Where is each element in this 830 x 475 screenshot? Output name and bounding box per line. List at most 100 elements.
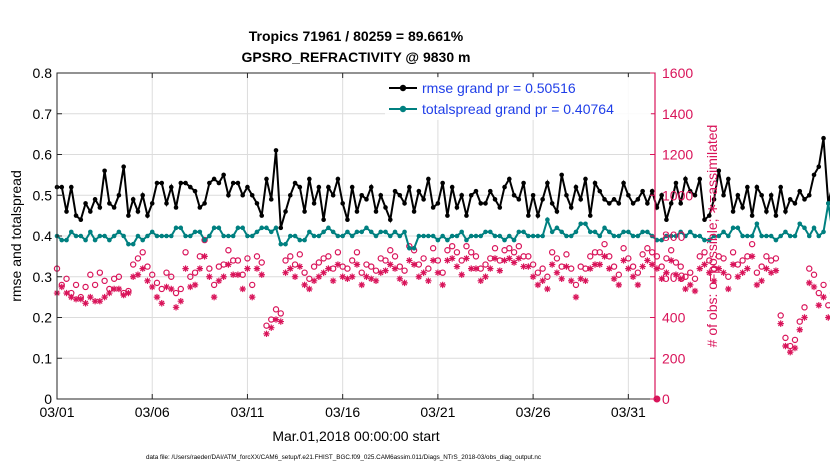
totalspread-point <box>531 234 536 239</box>
totalspread-point <box>464 238 469 243</box>
totalspread-point <box>536 234 541 239</box>
totalspread-point <box>578 221 583 226</box>
totalspread-point <box>93 238 98 243</box>
obs-assimilated-point <box>82 300 88 306</box>
totalspread-point <box>745 234 750 239</box>
rmse-point <box>188 185 193 190</box>
obs-assimilated-point <box>606 265 612 271</box>
totalspread-point <box>307 230 312 235</box>
totalspread-point <box>193 230 198 235</box>
rmse-point <box>450 185 455 190</box>
obs-assimilated-point <box>354 261 360 267</box>
rmse-point <box>559 173 564 178</box>
rmse-point <box>174 205 179 210</box>
rmse-point <box>588 213 593 218</box>
obs-assimilated-point <box>392 265 398 271</box>
rmse-point <box>769 193 774 198</box>
obs-assimilated-point <box>173 304 179 310</box>
totalspread-point <box>369 230 374 235</box>
obs-assimilated-point <box>544 286 550 292</box>
totalspread-point <box>626 230 631 235</box>
rmse-point <box>355 209 360 214</box>
obs-assimilated-point <box>382 267 388 273</box>
obs-assimilated-point <box>149 284 155 290</box>
rmse-point <box>740 205 745 210</box>
totalspread-point <box>631 234 636 239</box>
rmse-point <box>264 177 269 182</box>
rmse-point <box>117 193 122 198</box>
rmse-point <box>183 181 188 186</box>
totalspread-point <box>517 230 522 235</box>
obs-possible-point <box>811 272 816 277</box>
totalspread-point <box>169 234 174 239</box>
totalspread-point <box>350 234 355 239</box>
totalspread-point <box>426 234 431 239</box>
rmse-point <box>326 185 331 190</box>
obs-assimilated-point <box>568 278 574 284</box>
obs-assimilated-point <box>225 261 231 267</box>
obs-assimilated-point <box>178 298 184 304</box>
obs-assimilated-point <box>573 294 579 300</box>
obs-assimilated-point <box>292 274 298 280</box>
rmse-point <box>764 209 769 214</box>
rmse-point <box>407 185 412 190</box>
rmse-point <box>436 201 441 206</box>
rmse-point <box>293 181 298 186</box>
rmse-point <box>412 209 417 214</box>
obs-assimilated-point <box>597 261 603 267</box>
obs-possible-point <box>688 270 693 275</box>
obs-possible-point <box>807 266 812 271</box>
totalspread-point <box>478 234 483 239</box>
obs-assimilated-point <box>297 263 303 269</box>
totalspread-point <box>64 238 69 243</box>
totalspread-point <box>421 234 426 239</box>
rmse-point <box>145 213 150 218</box>
rmse-point <box>664 217 669 222</box>
totalspread-point <box>69 230 74 235</box>
legend-spread-marker <box>400 106 406 112</box>
obs-assimilated-point <box>482 274 488 280</box>
obs-assimilated-point <box>154 294 160 300</box>
totalspread-point <box>450 234 455 239</box>
obs-assimilated-point <box>758 278 764 284</box>
rmse-point <box>807 193 812 198</box>
totalspread-point <box>493 234 498 239</box>
rmse-point <box>402 201 407 206</box>
obs-assimilated-point <box>244 265 250 271</box>
rmse-point <box>59 185 64 190</box>
rmse-point <box>783 209 788 214</box>
x-tick-label: 03/21 <box>420 404 455 420</box>
totalspread-point <box>469 234 474 239</box>
totalspread-point <box>693 234 698 239</box>
obs-possible-point <box>721 256 726 261</box>
obs-assimilated-point <box>777 320 783 326</box>
rmse-point <box>626 193 631 198</box>
obs-assimilated-point <box>306 286 312 292</box>
rmse-point <box>421 197 426 202</box>
rmse-point <box>816 164 821 169</box>
rmse-point <box>178 181 183 186</box>
obs-assimilated-point <box>473 265 479 271</box>
totalspread-point <box>697 234 702 239</box>
obs-assimilated-point <box>159 300 165 306</box>
obs-assimilated-point <box>801 314 807 320</box>
totalspread-point <box>826 201 830 206</box>
rmse-point <box>593 181 598 186</box>
totalspread-point <box>602 226 607 231</box>
rmse-point <box>802 197 807 202</box>
obs-assimilated-point <box>639 263 645 269</box>
totalspread-point <box>150 230 155 235</box>
totalspread-point <box>393 230 398 235</box>
rmse-point <box>155 181 160 186</box>
obs-assimilated-point <box>116 286 122 292</box>
rmse-point <box>793 201 798 206</box>
x-tick-label: 03/16 <box>325 404 360 420</box>
rmse-point <box>602 197 607 202</box>
rmse-point <box>778 185 783 190</box>
totalspread-point <box>312 234 317 239</box>
totalspread-point <box>497 234 502 239</box>
rmse-point <box>545 181 550 186</box>
totalspread-point <box>198 230 203 235</box>
totalspread-point <box>240 226 245 231</box>
rmse-point <box>88 209 93 214</box>
